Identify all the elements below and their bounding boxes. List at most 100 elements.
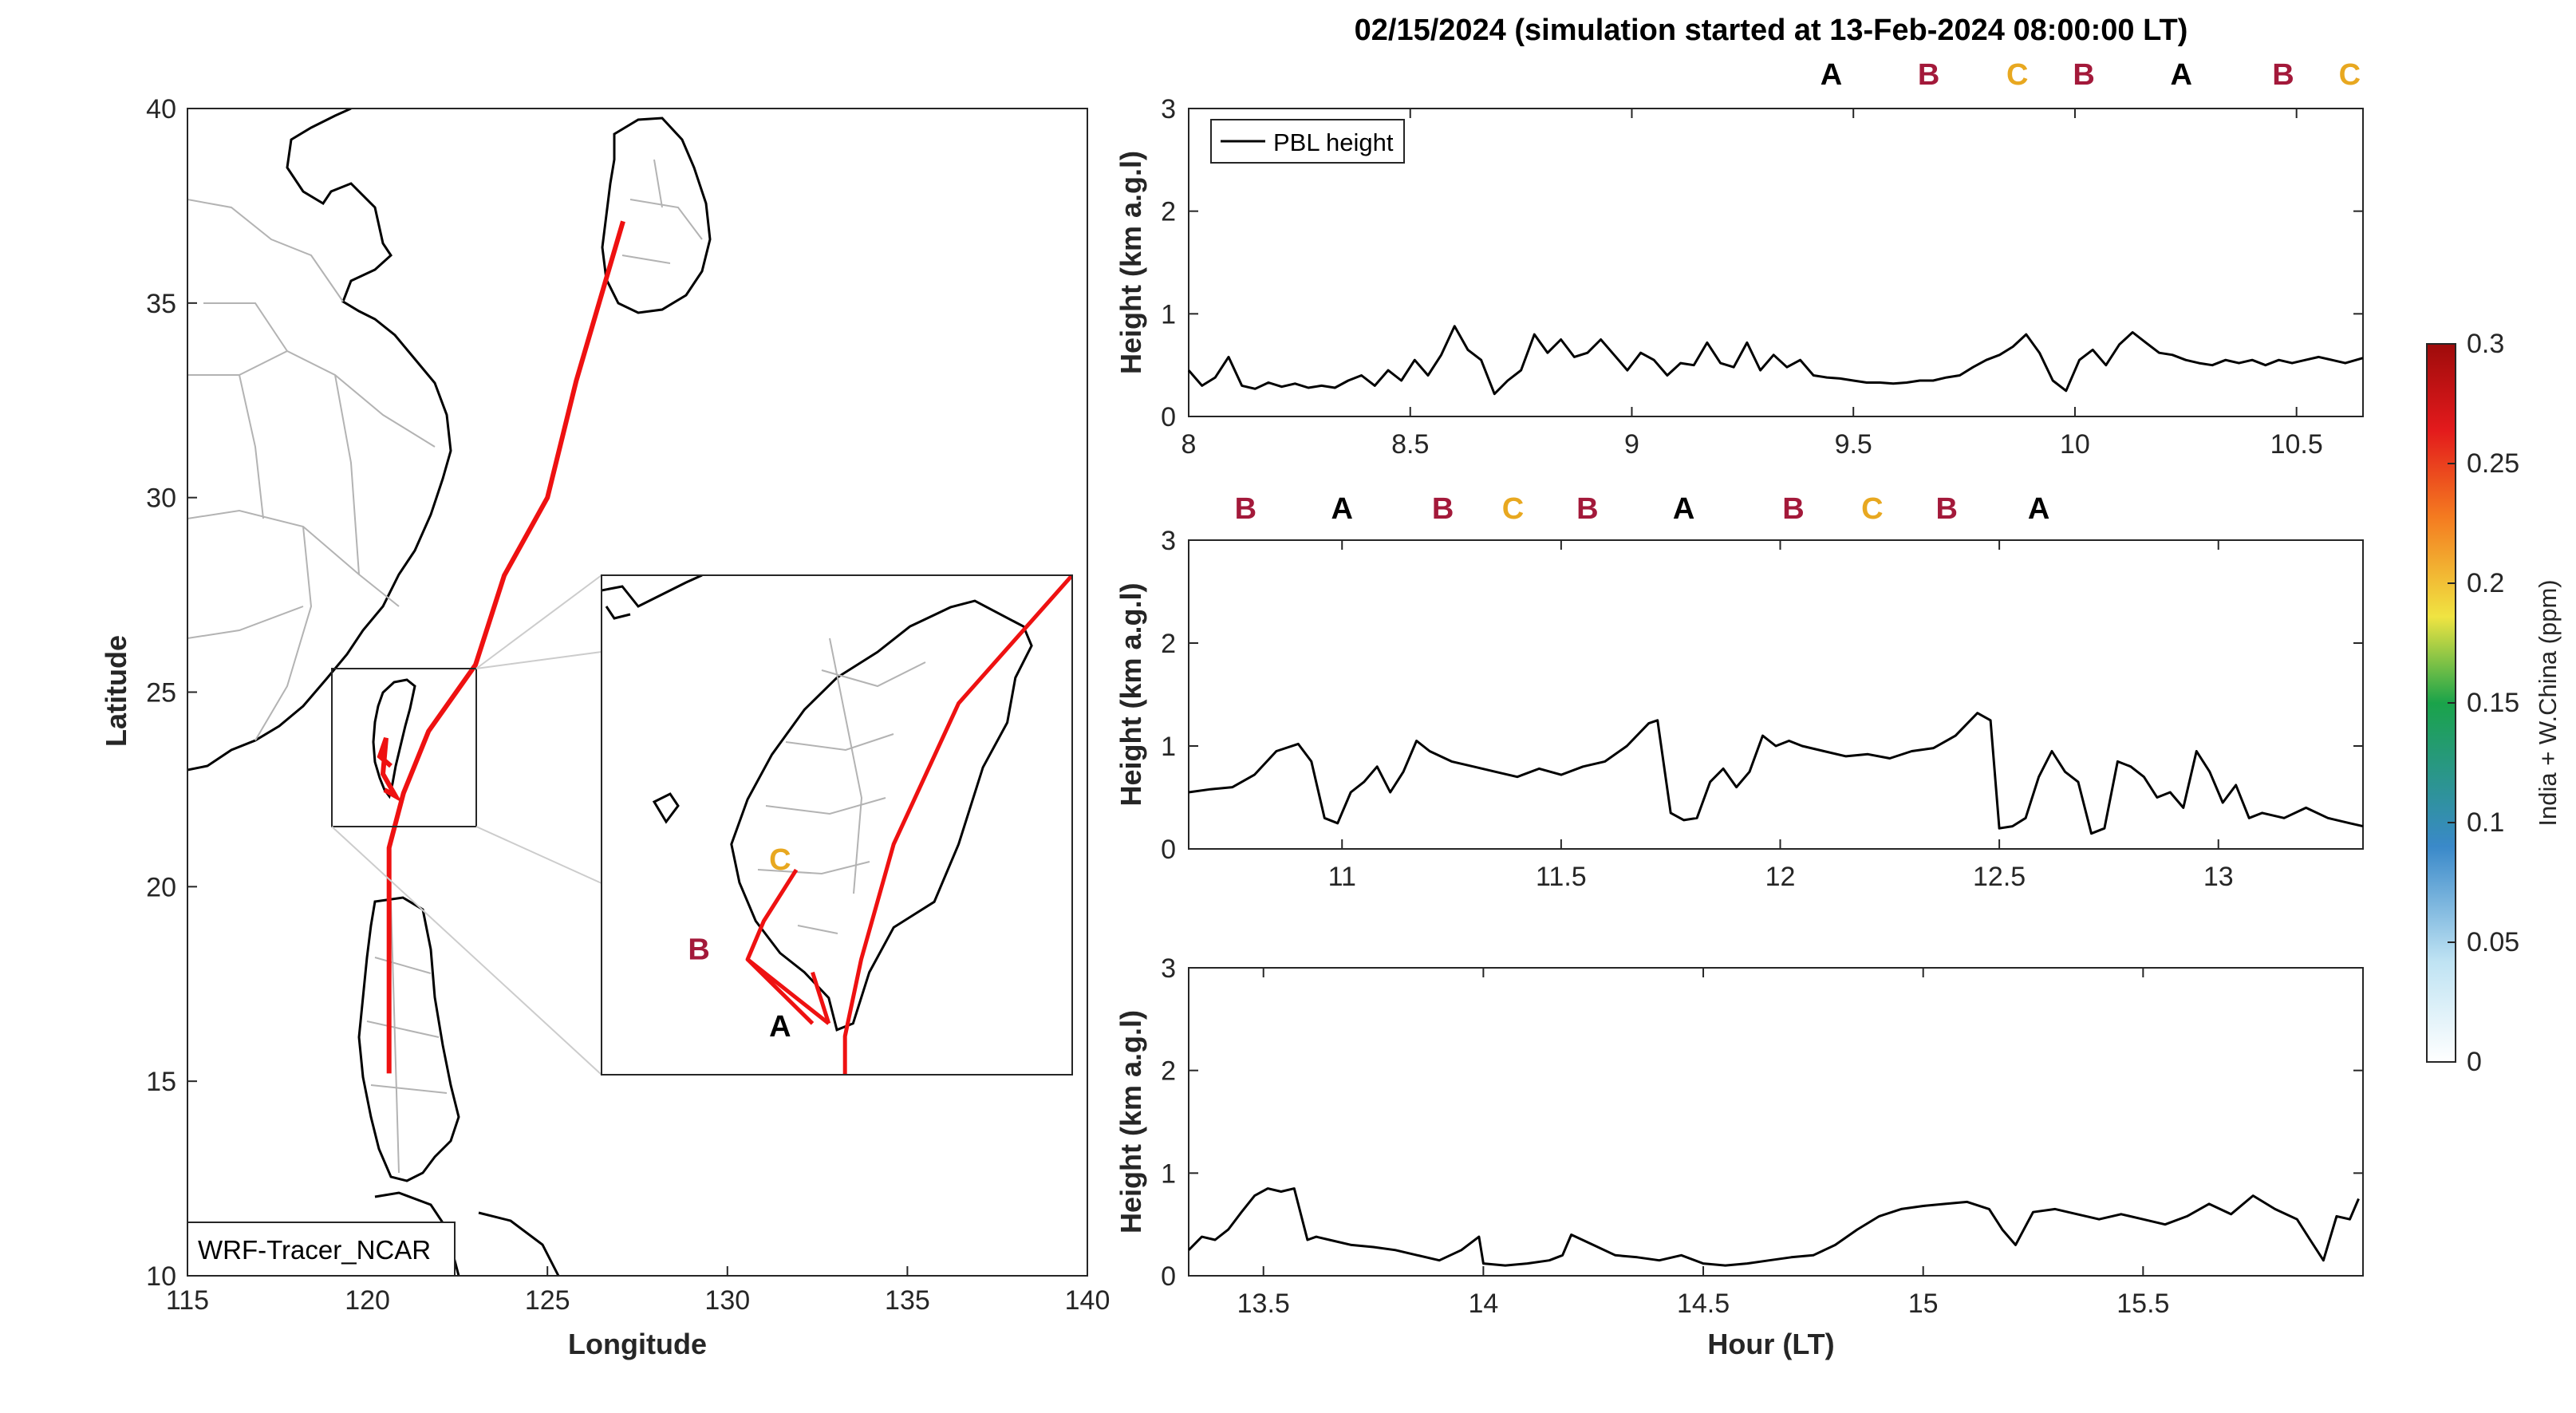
xtick-label: 9: [1624, 429, 1639, 460]
luzon-coastline: [357, 896, 460, 1182]
axes-box: [1188, 539, 2364, 850]
xtick-label: 12.5: [1973, 862, 2026, 892]
time-marker-label: A: [2171, 58, 2192, 92]
map-xtick-label: 140: [1065, 1285, 1110, 1316]
map-ytick-label: 40: [146, 94, 176, 124]
time-marker-label: B: [1782, 492, 1804, 526]
pbl-height-line: [1187, 325, 2364, 396]
map-ytick-label: 30: [146, 483, 176, 514]
map-trajectory: [386, 220, 625, 1074]
pbl-panel-3: 13.5 14 14.5 15 15.5 0 1 2 3 Height (km a.g.l): [1114, 953, 2364, 1319]
ytick-label: 2: [1161, 197, 1176, 227]
ytick-label: 3: [1161, 953, 1176, 984]
time-marker-label: C: [1861, 492, 1883, 526]
ytick-label: 0: [1161, 835, 1176, 865]
figure-title: 02/15/2024 (simulation started at 13-Feb…: [1355, 14, 2188, 47]
map-trajectory-branch: [377, 737, 403, 803]
colorbar-label: India + W.China (ppm): [2534, 579, 2562, 826]
map-ytick-label: 15: [146, 1067, 176, 1097]
ylabel: Height (km a.g.l): [1114, 1010, 1147, 1233]
map-xtick-label: 125: [525, 1285, 570, 1316]
map-xlabel: Longitude: [568, 1328, 707, 1360]
ytick-label: 0: [1161, 1261, 1176, 1292]
map-ylabel: Latitude: [100, 635, 132, 747]
ytick-label: 1: [1161, 732, 1176, 762]
xtick-label: 14.5: [1677, 1289, 1730, 1319]
ytick-label: 3: [1161, 526, 1176, 556]
xtick-label: 14: [1468, 1289, 1498, 1319]
inset-mainland-coast: [602, 575, 703, 620]
ytick-label: 1: [1161, 1158, 1176, 1189]
xtick-label: 8.5: [1391, 429, 1429, 460]
time-marker-label: B: [2073, 58, 2094, 92]
colorbar-tick-label: 0.3: [2467, 329, 2504, 359]
luzon-province-border: [366, 901, 448, 1174]
xtick-label: 15.5: [2116, 1289, 2169, 1319]
ytick-label: 2: [1161, 629, 1176, 659]
time-marker-label: A: [1673, 492, 1694, 526]
time-marker-label: A: [2028, 492, 2049, 526]
map-xtick-label: 115: [166, 1285, 209, 1316]
inset-point-label: B: [688, 933, 709, 967]
ytick-label: 0: [1161, 402, 1176, 432]
colorbar-ticks: 0 0.05 0.1 0.15 0.2 0.25 0.3: [2448, 329, 2519, 1077]
colorbar: 0 0.05 0.1 0.15 0.2 0.25 0.3 India + W.China (…: [2426, 329, 2562, 1077]
ylabel: Height (km a.g.l): [1114, 151, 1147, 374]
time-marker-label: B: [1432, 492, 1454, 526]
china-coastline: [187, 109, 452, 772]
ytick-label: 3: [1161, 94, 1176, 124]
time-marker-label: A: [1821, 58, 1842, 92]
hour-xlabel: Hour (LT): [1707, 1328, 1834, 1360]
colorbar-tick-label: 0.05: [2467, 927, 2519, 957]
xtick-label: 8: [1181, 429, 1197, 460]
zoom-box: [331, 668, 477, 827]
time-marker-label: C: [2006, 58, 2028, 92]
inset-labels: C B A: [688, 843, 791, 1044]
inset-background: [602, 575, 1072, 1075]
korea-coastline: [601, 116, 712, 314]
ytick-label: 1: [1161, 299, 1176, 330]
colorbar-tick-label: 0.15: [2467, 688, 2519, 718]
map-xtick-label: 130: [704, 1285, 750, 1316]
watermark-label: WRF-Tracer_NCAR: [198, 1235, 431, 1265]
xtick-label: 9.5: [1835, 429, 1872, 460]
inset-trajectory: [811, 971, 831, 1024]
colorbar-tick-label: 0: [2467, 1047, 2482, 1077]
map-ticks: 115 120 125 130 135 140 10 15 20 25 30 35 40: [146, 94, 1110, 1316]
map-ytick-label: 20: [146, 872, 176, 902]
province-borders: [187, 159, 703, 1174]
map-xtick-label: 135: [885, 1285, 930, 1316]
legend: PBL height: [1210, 119, 1405, 164]
inset-map: C B A: [601, 574, 1073, 1076]
xtick-label: 10: [2060, 429, 2090, 460]
inset-point-label: A: [769, 1010, 791, 1044]
colorbar-tick-label: 0.25: [2467, 448, 2519, 479]
ytick-label: 2: [1161, 1056, 1176, 1087]
colorbar-tick-label: 0.1: [2467, 807, 2504, 838]
time-marker-label: A: [1331, 492, 1353, 526]
xtick-label: 12: [1765, 862, 1796, 892]
inset-island: [652, 792, 680, 824]
xtick-label: 11.5: [1536, 862, 1587, 892]
xtick-label: 10.5: [2270, 429, 2323, 460]
legend-entry: PBL height: [1273, 128, 1394, 156]
xtick-label: 13: [2203, 862, 2234, 892]
map-xtick-label: 120: [345, 1285, 390, 1316]
connector-line: [475, 574, 602, 669]
xtick-label: 15: [1908, 1289, 1939, 1319]
connector-line: [475, 826, 602, 884]
inset-point-label: C: [769, 843, 791, 877]
map-ytick-label: 25: [146, 678, 176, 708]
pbl-panel-1: 8 8.5 9 9.5 10 10.5 0 1 2 3 Height (km a.g.l) A B C B A…: [1114, 58, 2364, 460]
watermark-box: [187, 1222, 456, 1277]
time-marker-label: C: [1502, 492, 1524, 526]
axes-box: [1188, 967, 2364, 1277]
map-ytick-label: 35: [146, 289, 176, 319]
coastline-layer: [187, 109, 712, 1276]
pbl-height-line: [1188, 712, 2364, 835]
time-marker-label: B: [1235, 492, 1256, 526]
time-marker-label: B: [1918, 58, 1939, 92]
time-marker-label: B: [2272, 58, 2294, 92]
